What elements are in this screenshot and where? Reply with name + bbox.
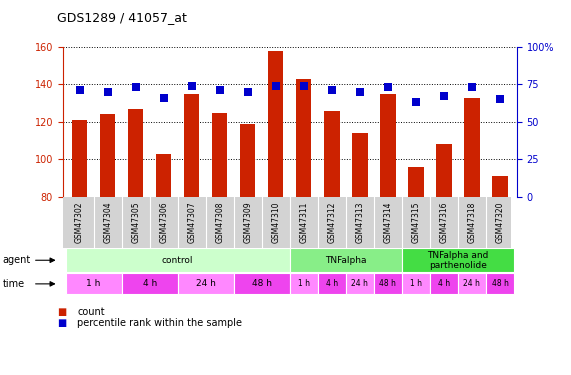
Text: ■: ■ (57, 307, 66, 316)
Bar (408, 167, 424, 197)
Point (383, 84, 392, 90)
Bar (234, 273, 290, 294)
Text: TNFalpha: TNFalpha (325, 256, 367, 265)
Bar (458, 273, 486, 294)
Text: 1 h: 1 h (410, 279, 422, 288)
Text: TNFalpha and
parthenolide: TNFalpha and parthenolide (427, 251, 489, 270)
Text: GSM47315: GSM47315 (411, 201, 420, 243)
Text: GSM47314: GSM47314 (383, 201, 392, 243)
Text: 4 h: 4 h (438, 279, 450, 288)
Bar (100, 114, 115, 197)
Point (159, 95, 168, 101)
Point (496, 96, 505, 102)
Bar (290, 273, 318, 294)
Text: 24 h: 24 h (464, 279, 480, 288)
Text: ■: ■ (57, 318, 66, 328)
Text: GSM47311: GSM47311 (299, 201, 308, 243)
Point (439, 93, 448, 99)
Text: 48 h: 48 h (379, 279, 396, 288)
Bar (290, 248, 402, 273)
Point (299, 83, 308, 89)
Text: 24 h: 24 h (351, 279, 368, 288)
Text: 4 h: 4 h (325, 279, 338, 288)
Text: 48 h: 48 h (492, 279, 508, 288)
Point (243, 89, 252, 95)
Point (103, 89, 112, 95)
Bar (464, 98, 480, 197)
Text: GSM47302: GSM47302 (75, 201, 84, 243)
Bar (486, 273, 514, 294)
Point (411, 99, 420, 105)
Text: 1 h: 1 h (86, 279, 101, 288)
Bar (122, 273, 178, 294)
Bar (402, 273, 430, 294)
Text: agent: agent (3, 255, 31, 265)
Bar (72, 120, 87, 197)
Text: GSM47312: GSM47312 (327, 201, 336, 243)
Bar (184, 94, 199, 197)
Text: time: time (3, 279, 25, 289)
Text: control: control (162, 256, 194, 265)
Bar (66, 273, 122, 294)
Bar (402, 248, 514, 273)
Point (131, 84, 140, 90)
Bar (66, 248, 290, 273)
Point (467, 84, 476, 90)
Text: GSM47306: GSM47306 (159, 201, 168, 243)
Text: GSM47313: GSM47313 (355, 201, 364, 243)
Point (327, 87, 336, 93)
Bar (318, 273, 346, 294)
Text: GSM47304: GSM47304 (103, 201, 112, 243)
Bar (240, 124, 255, 197)
Text: percentile rank within the sample: percentile rank within the sample (77, 318, 242, 328)
Bar (324, 111, 340, 197)
Bar (380, 94, 396, 197)
Point (271, 83, 280, 89)
Text: GSM47307: GSM47307 (187, 201, 196, 243)
Text: GSM47318: GSM47318 (468, 201, 476, 243)
Bar (436, 144, 452, 197)
Text: 1 h: 1 h (298, 279, 310, 288)
Text: GSM47310: GSM47310 (271, 201, 280, 243)
Point (75, 87, 84, 93)
Text: GSM47309: GSM47309 (243, 201, 252, 243)
Point (215, 87, 224, 93)
Text: GSM47308: GSM47308 (215, 201, 224, 243)
Bar (346, 273, 374, 294)
Bar (296, 79, 312, 197)
Text: GSM47320: GSM47320 (496, 201, 504, 243)
Bar (352, 133, 368, 197)
Text: 48 h: 48 h (252, 279, 272, 288)
Text: 24 h: 24 h (196, 279, 216, 288)
Bar (374, 273, 402, 294)
Point (187, 83, 196, 89)
Bar (212, 112, 227, 197)
Bar (268, 51, 283, 197)
Text: GSM47316: GSM47316 (440, 201, 448, 243)
Text: count: count (77, 307, 104, 316)
Bar (430, 273, 458, 294)
Bar (492, 176, 508, 197)
Bar (156, 154, 171, 197)
Text: 4 h: 4 h (143, 279, 157, 288)
Bar (128, 109, 143, 197)
Text: GDS1289 / 41057_at: GDS1289 / 41057_at (57, 11, 187, 24)
Bar (178, 273, 234, 294)
Point (355, 89, 364, 95)
Text: GSM47305: GSM47305 (131, 201, 140, 243)
